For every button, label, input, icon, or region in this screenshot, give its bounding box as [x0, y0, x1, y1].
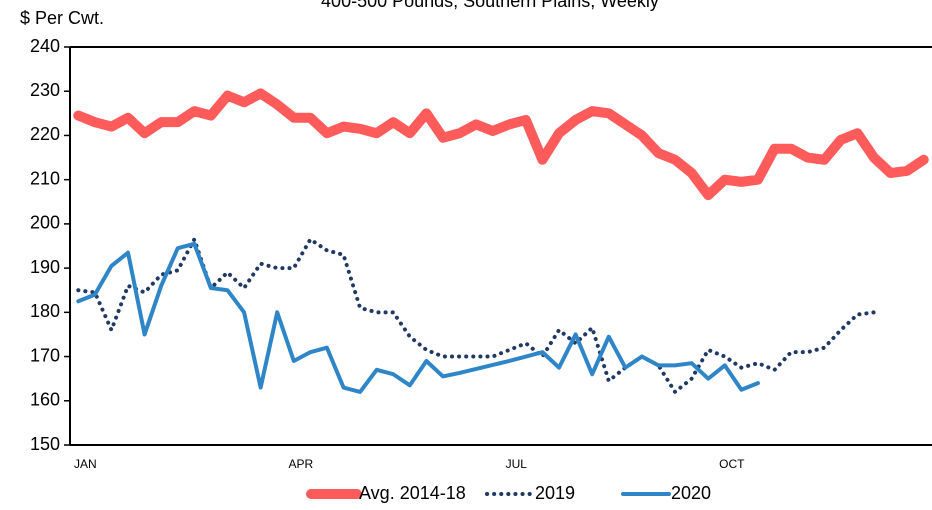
- y-tick-label: 150: [30, 434, 60, 454]
- series-line: [76, 237, 876, 394]
- y-axis-label: $ Per Cwt.: [20, 8, 104, 28]
- y-tick-label: 160: [30, 390, 60, 410]
- y-tick-label: 170: [30, 345, 60, 365]
- x-tick-label: APR: [288, 457, 313, 471]
- y-tick-label: 230: [30, 80, 60, 100]
- y-tick-label: 220: [30, 124, 60, 144]
- y-tick-label: 210: [30, 168, 60, 188]
- chart-title: 400-500 Pounds, Southern Plains, Weekly: [321, 0, 659, 11]
- x-tick-label: OCT: [719, 457, 745, 471]
- y-tick-label: 200: [30, 213, 60, 233]
- legend-label: 2020: [671, 483, 711, 503]
- y-tick-label: 190: [30, 257, 60, 277]
- x-tick-label: JUL: [506, 457, 528, 471]
- legend-label: 2019: [535, 483, 575, 503]
- series-line: [73, 88, 929, 201]
- legend-label: Avg. 2014-18: [359, 483, 466, 503]
- y-tick-label: 180: [30, 301, 60, 321]
- series-line: [76, 241, 760, 394]
- y-tick-label: 240: [30, 36, 60, 56]
- x-tick-label: JAN: [74, 457, 97, 471]
